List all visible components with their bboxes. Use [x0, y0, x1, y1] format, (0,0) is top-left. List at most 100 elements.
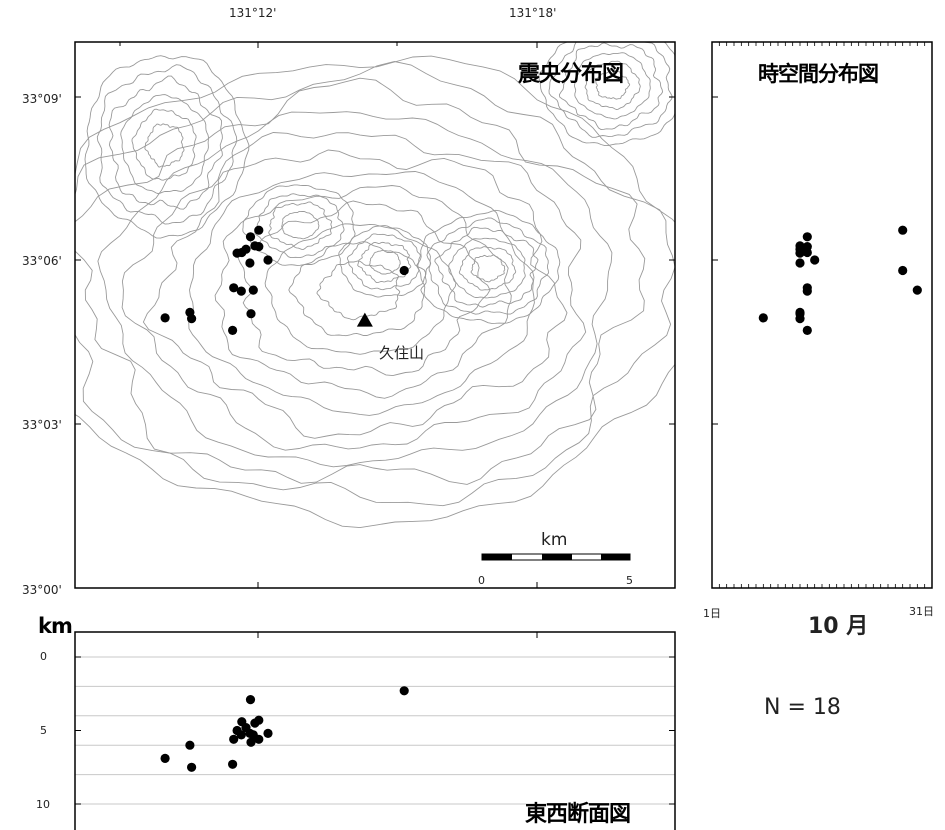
hypocenter-point: [248, 730, 258, 740]
scale-unit-label: km: [541, 530, 568, 550]
epicenter-point: [160, 313, 170, 323]
event-count-label: N = 18: [764, 695, 841, 720]
contour-line: [316, 260, 401, 321]
time-axis-ticks: [711, 42, 933, 588]
contour-line: [237, 200, 491, 377]
contour-line: [470, 254, 506, 283]
lat-tick-label-0: 33°09': [22, 92, 62, 106]
hypocenter-point: [254, 715, 264, 725]
hypocenter-point: [263, 728, 273, 739]
time-point: [802, 242, 812, 252]
lat-tick-label-1: 33°06': [22, 254, 62, 268]
epicenter-point: [245, 258, 255, 268]
time-event-points: [758, 225, 922, 335]
contour-line: [75, 61, 675, 507]
depth-tick-label-1: 5: [40, 724, 47, 737]
contour-line: [84, 55, 250, 239]
contour-line: [268, 201, 333, 250]
contour-line: [75, 55, 675, 529]
hypocenter-point: [160, 753, 170, 764]
contour-line: [426, 217, 549, 315]
map-epicenter-points: [160, 225, 409, 335]
epicenter-point: [229, 283, 239, 293]
time-point: [795, 248, 805, 258]
hypocenter-point: [246, 737, 256, 747]
contour-line: [538, 42, 675, 147]
time-point: [795, 241, 805, 251]
contour-line: [558, 42, 664, 130]
contour-line: [121, 132, 587, 451]
contour-line: [242, 184, 356, 266]
scale-bar: [481, 553, 631, 561]
section-title: 東西断面図: [525, 802, 631, 827]
hypocenter-point: [399, 686, 409, 696]
contour-line: [142, 149, 568, 439]
epicenter-point: [241, 244, 251, 254]
epicenter-point: [246, 309, 256, 319]
time-point: [898, 265, 908, 276]
contour-line: [357, 241, 412, 284]
epicenter-point: [187, 314, 197, 324]
contour-line: [96, 64, 238, 225]
epicenter-point: [236, 286, 246, 296]
contour-line: [584, 60, 641, 110]
contour-line: [594, 69, 631, 100]
lat-tick-label-2: 33°03': [22, 418, 62, 432]
depth-tick-label-2: 10: [36, 798, 50, 811]
time-point: [912, 285, 922, 295]
scale-max-label: 5: [626, 574, 633, 587]
contour-line: [434, 226, 539, 308]
epicenter-point: [254, 242, 264, 252]
contour-line: [188, 171, 535, 416]
time-end-label: 31日: [909, 605, 934, 618]
epicenter-point: [254, 225, 264, 235]
section-gridlines: [75, 632, 675, 805]
section-frame: [74, 631, 676, 830]
contour-line: [369, 249, 401, 275]
time-start-label: 1日: [703, 607, 721, 620]
epicenter-point: [228, 325, 238, 335]
lon-tick-label-0: 131°12': [229, 6, 277, 20]
map-frame: [74, 41, 676, 589]
map-title: 震央分布図: [518, 62, 624, 87]
contour-line: [97, 111, 613, 468]
contour-line: [214, 185, 512, 399]
time-month-label: 10 月: [808, 614, 869, 639]
contour-line: [144, 123, 185, 168]
epicenter-point: [232, 248, 242, 258]
contour-line: [347, 233, 421, 291]
lon-tick-label-1: 131°18': [509, 6, 557, 20]
hypocenter-point: [245, 695, 256, 705]
epicenter-point: [248, 285, 258, 295]
time-point: [802, 325, 812, 335]
epicenter-point: [263, 255, 273, 265]
time-point: [795, 314, 805, 324]
section-unit-label: km: [38, 614, 73, 638]
hypocenter-point: [185, 740, 195, 750]
contour-line: [120, 94, 209, 195]
time-point: [898, 225, 908, 235]
time-panel-frame: [711, 41, 933, 589]
contour-line: [458, 246, 517, 291]
contour-line: [254, 193, 345, 259]
contour-line: [75, 77, 646, 485]
scale-min-label: 0: [478, 574, 485, 587]
epicenter-point: [399, 265, 409, 276]
contour-line: [548, 42, 673, 138]
time-point: [802, 232, 812, 242]
section-hypocenter-points: [160, 686, 409, 772]
hypocenter-point: [236, 730, 246, 740]
contour-line: [108, 75, 223, 210]
time-panel-title: 時空間分布図: [758, 62, 879, 86]
contour-line: [448, 237, 526, 299]
hypocenter-point: [229, 734, 239, 744]
volcano-label: 久住山: [379, 344, 425, 362]
contour-line: [417, 209, 561, 324]
time-point: [795, 258, 805, 268]
contour-line: [574, 52, 651, 120]
contour-line: [288, 241, 427, 337]
epicenter-point: [245, 232, 256, 242]
time-point: [802, 286, 812, 296]
topographic-contours: [75, 42, 675, 529]
